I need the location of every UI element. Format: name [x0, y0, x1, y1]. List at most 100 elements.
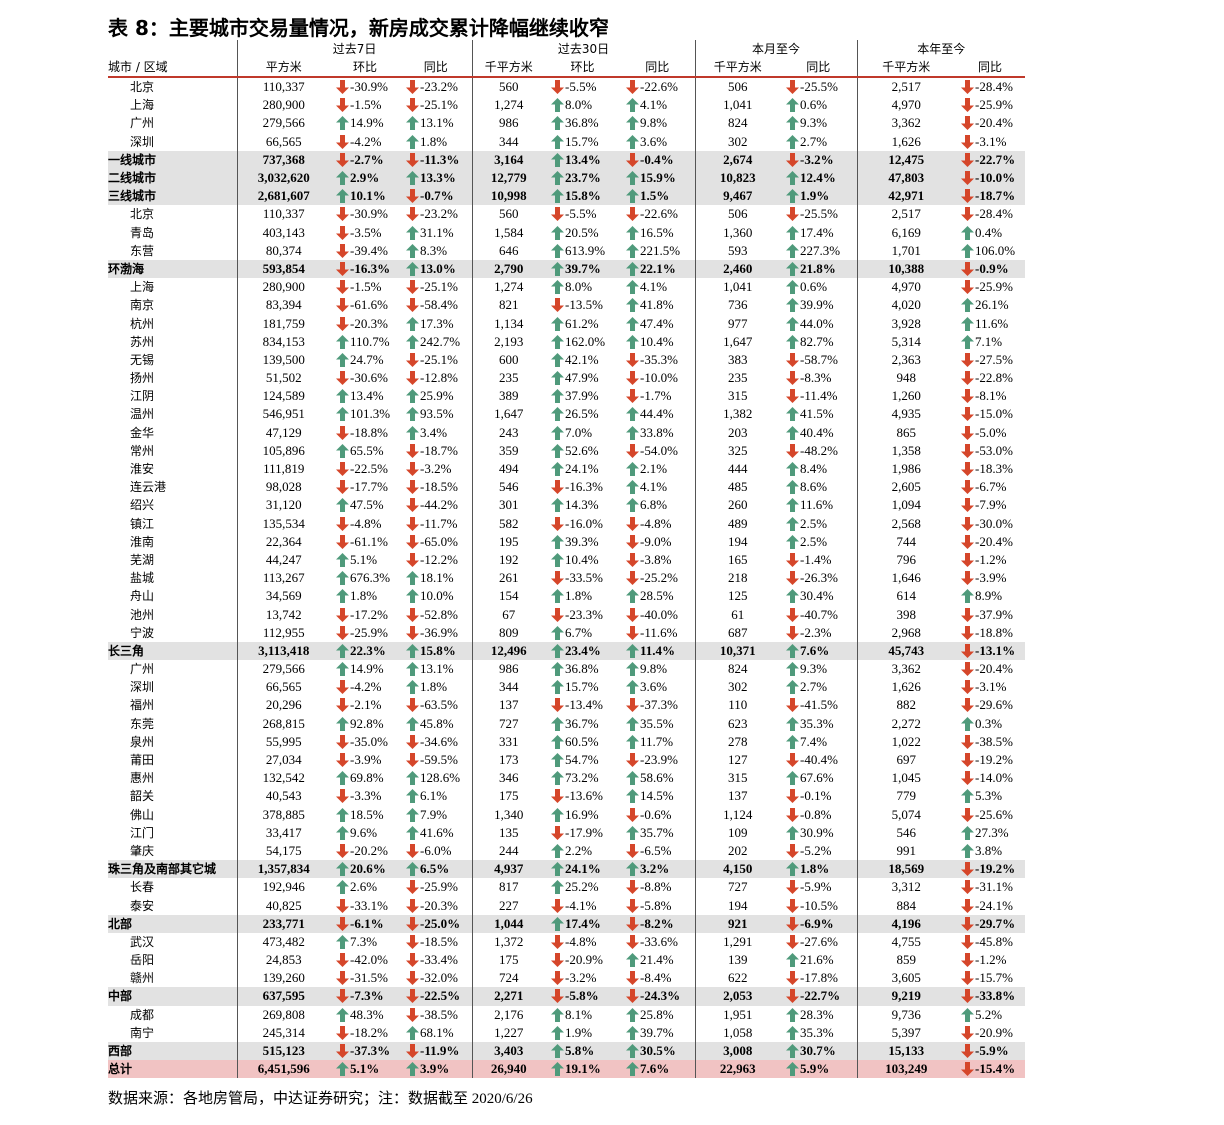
- up-arrow: [786, 98, 800, 113]
- row-label: 扬州: [108, 369, 237, 387]
- cell-text: -1.2%: [975, 952, 1007, 968]
- change-cell: 9.8%: [620, 114, 695, 132]
- change-cell: -33.8%: [955, 987, 1025, 1005]
- cell-text: 173: [499, 752, 519, 768]
- down-arrow: [961, 934, 975, 949]
- cell-text: 8.0%: [565, 97, 593, 113]
- cell-text: 36.7%: [565, 715, 599, 731]
- cell-text: 1,058: [723, 1024, 753, 1040]
- cell-text: 7.9%: [420, 806, 448, 822]
- cell-text: -7.9%: [975, 497, 1007, 513]
- change-cell: -5.2%: [780, 842, 857, 860]
- value-cell: 244: [471, 841, 546, 861]
- cell-text: 1,274: [494, 97, 524, 113]
- group-header: 过去7日: [236, 40, 473, 58]
- down-arrow: [961, 771, 975, 786]
- table-row: 江门 33,417 9.6% 41.6% 135 -17.9% 35.7% 109 30.9% 5…: [108, 823, 1025, 842]
- cell-text: 137: [499, 697, 519, 713]
- change-cell: 25.2%: [545, 878, 620, 896]
- cell-text: -25.9%: [975, 279, 1013, 295]
- change-cell: -28.4%: [955, 77, 1025, 96]
- cell-text: -14.0%: [975, 770, 1013, 786]
- cell-text: 65.5%: [350, 442, 384, 458]
- cell-text: -11.7%: [420, 515, 458, 531]
- table-row: 镇江 135,534 -4.8% -11.7% 582 -16.0% -4.8% 489 2.5…: [108, 514, 1025, 533]
- cell-text: -38.5%: [975, 733, 1013, 749]
- value-cell: 18,569: [856, 860, 956, 879]
- change-cell: 36.8%: [545, 114, 620, 132]
- down-arrow: [336, 789, 349, 804]
- up-arrow: [406, 789, 419, 804]
- down-arrow: [406, 934, 419, 949]
- cell-text: 315: [728, 388, 748, 404]
- change-cell: -2.7%: [330, 151, 400, 169]
- table-title: 表 8：主要城市交易量情况，新房成交累计降幅继续收窄: [108, 16, 609, 40]
- cell-text: 莆田: [130, 753, 155, 768]
- change-cell: 5.1%: [330, 551, 400, 569]
- cell-text: 22,364: [265, 533, 302, 549]
- change-cell: -22.7%: [780, 987, 857, 1005]
- value-cell: 2,363: [856, 350, 956, 369]
- cell-text: 30.7%: [800, 1043, 836, 1059]
- cell-text: -20.2%: [350, 842, 388, 858]
- row-label: 岳阳: [108, 951, 237, 969]
- cell-text: 30.5%: [640, 1043, 676, 1059]
- row-label: 福州: [108, 696, 237, 714]
- down-arrow: [336, 953, 349, 968]
- cell-text: -15.4%: [975, 1061, 1016, 1077]
- change-cell: -61.6%: [330, 296, 400, 314]
- cell-text: -0.1%: [800, 788, 832, 804]
- up-arrow: [336, 934, 349, 949]
- value-cell: 1,626: [856, 678, 956, 697]
- down-arrow: [786, 625, 800, 640]
- cell-text: 47.5%: [350, 497, 384, 513]
- value-cell: 546: [856, 823, 956, 842]
- up-arrow: [551, 189, 565, 204]
- value-cell: 243: [471, 423, 546, 442]
- table-row: 佛山 378,885 18.5% 7.9% 1,340 16.9% -0.6% 1,124 -0…: [108, 805, 1025, 824]
- row-label: 泉州: [108, 733, 237, 751]
- cell-text: 614: [896, 588, 917, 604]
- down-arrow: [961, 443, 975, 458]
- cell-text: -26.3%: [800, 570, 838, 586]
- cell-text: 195: [499, 533, 519, 549]
- cell-text: 61: [731, 606, 745, 622]
- change-cell: -37.9%: [955, 605, 1025, 623]
- cell-text: 1,647: [723, 333, 753, 349]
- down-arrow: [336, 225, 349, 240]
- value-cell: 325: [694, 441, 781, 460]
- down-arrow: [626, 698, 640, 713]
- change-cell: 3.8%: [955, 842, 1025, 860]
- value-cell: 261: [471, 569, 546, 588]
- cell-text: 162.0%: [565, 333, 606, 349]
- table-row: 宁波 112,955 -25.9% -36.9% 809 6.7% -11.6% 687 -2.…: [108, 623, 1025, 642]
- cell-text: 221.5%: [640, 242, 681, 258]
- value-cell: 194: [694, 532, 781, 551]
- value-cell: 2,968: [856, 623, 956, 642]
- down-arrow: [406, 152, 419, 167]
- cell-text: 盐城: [130, 571, 155, 586]
- cell-text: 227: [499, 897, 519, 913]
- cell-text: 61.2%: [565, 315, 599, 331]
- change-cell: -4.8%: [620, 515, 695, 533]
- value-cell: 834,153: [236, 332, 330, 351]
- cell-text: 986: [499, 661, 519, 677]
- value-cell: 3,164: [471, 150, 546, 169]
- down-arrow: [786, 807, 800, 822]
- cell-text: 一线城市: [108, 152, 157, 167]
- cell-text: 23.7%: [565, 170, 601, 186]
- cell-text: 39.7%: [565, 260, 601, 276]
- summary-row: 总计 6,451,596 5.1% 3.9% 26,940 19.1% 7.6% 22,963…: [108, 1060, 1026, 1079]
- cell-text: 10.0%: [420, 588, 454, 604]
- cell-text: 194: [728, 533, 748, 549]
- cell-text: 东营: [130, 243, 155, 258]
- cell-text: -25.5%: [800, 79, 838, 95]
- down-arrow: [336, 371, 349, 386]
- down-arrow: [336, 989, 349, 1004]
- value-cell: 1,357,834: [236, 860, 330, 879]
- cell-text: 105,896: [262, 442, 305, 458]
- cell-text: 宁波: [130, 625, 155, 640]
- change-cell: -4.8%: [330, 515, 400, 533]
- cell-text: 8.1%: [565, 1006, 593, 1022]
- change-cell: -30.9%: [330, 205, 400, 223]
